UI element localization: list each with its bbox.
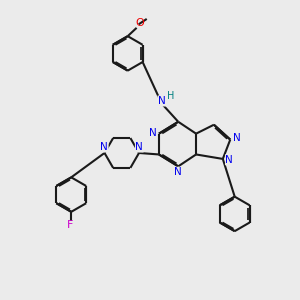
Text: N: N (148, 128, 156, 138)
Text: O: O (135, 18, 144, 28)
Text: N: N (226, 155, 233, 165)
Text: N: N (233, 133, 241, 143)
Text: H: H (167, 91, 175, 100)
Text: N: N (135, 142, 143, 152)
Text: N: N (158, 96, 166, 106)
Text: N: N (174, 167, 182, 177)
Text: F: F (67, 220, 73, 230)
Text: N: N (100, 142, 108, 152)
